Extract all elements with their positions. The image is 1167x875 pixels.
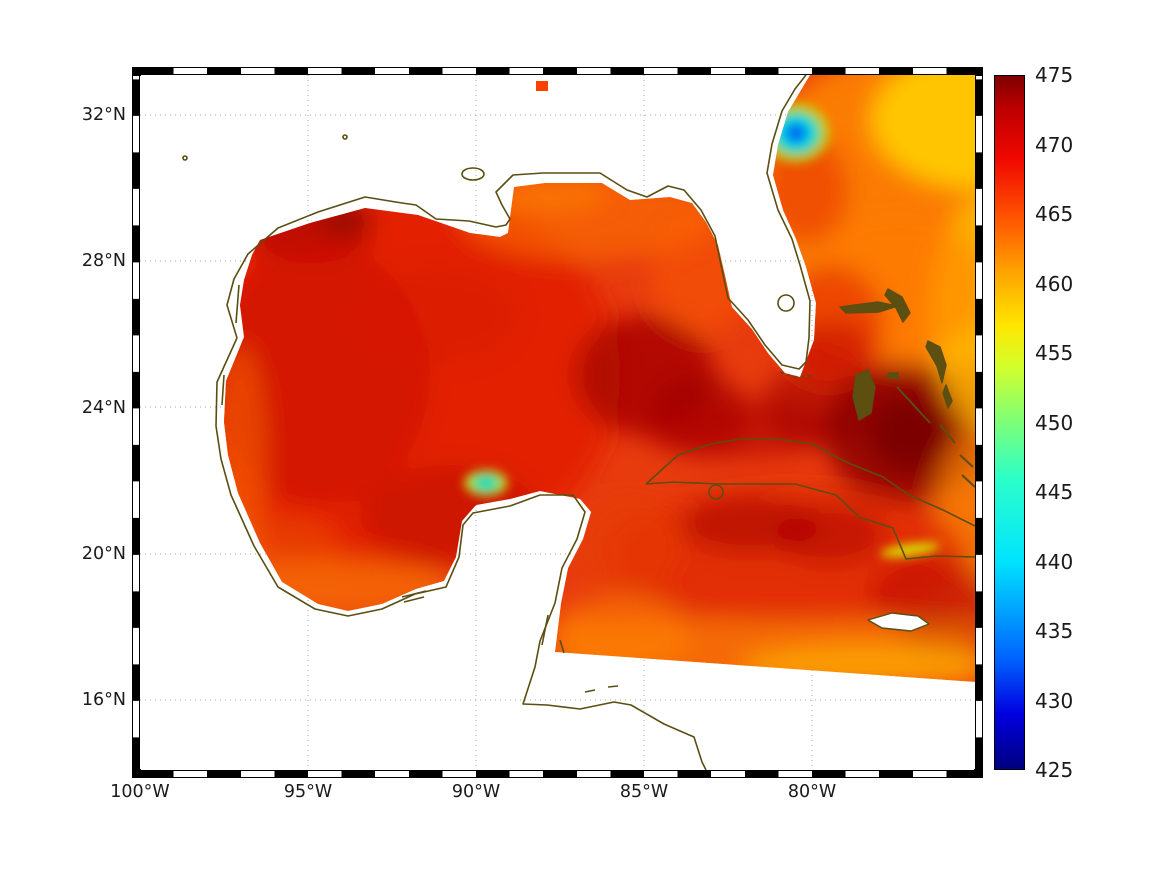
bahamas <box>839 288 953 421</box>
x-tick-85w: 85°W <box>619 782 669 802</box>
colorbar-tick-430: 430 <box>1035 688 1074 713</box>
mexico-coastline <box>215 337 707 770</box>
cuba-coastline <box>645 438 975 560</box>
map-frame-right <box>975 67 983 778</box>
inland-lake-2 <box>342 134 348 140</box>
colorbar-gradient <box>994 75 1025 770</box>
jamaica <box>867 612 930 632</box>
colorbar-tick-435: 435 <box>1035 619 1074 643</box>
colorbar-tick-470: 470 <box>1035 132 1074 157</box>
belize-cayes <box>541 614 619 693</box>
isla-juventud <box>708 484 724 500</box>
us-coastline <box>226 75 811 370</box>
x-tick-95w: 95°W <box>283 782 333 802</box>
x-tick-90w: 90°W <box>451 782 501 802</box>
frame-corner-ne <box>974 67 983 76</box>
heat-field <box>224 75 975 682</box>
colorbar-tick-475: 475 <box>1035 63 1074 87</box>
warm-pixel-artifact <box>536 81 548 91</box>
bahamas-chains <box>896 386 975 488</box>
islands <box>839 288 975 632</box>
y-tick-24n: 24°N <box>81 398 126 418</box>
x-tick-100w: 100°W <box>110 782 170 802</box>
laguna-terminos <box>401 590 427 603</box>
colorbar-tick-450: 450 <box>1035 410 1074 435</box>
colorbar-tick-460: 460 <box>1035 271 1074 296</box>
x-tick-80w: 80°W <box>787 782 837 802</box>
map-frame-top <box>132 67 983 75</box>
map-plot <box>140 75 975 770</box>
y-tick-28n: 28°N <box>81 251 126 271</box>
laguna-madre <box>221 284 240 406</box>
frame-corner-nw <box>132 67 141 76</box>
y-tick-32n: 32°N <box>81 105 126 125</box>
y-tick-16n: 16°N <box>81 690 126 710</box>
frame-corner-se <box>974 769 983 778</box>
colorbar-tick-440: 440 <box>1035 549 1074 574</box>
map-frame-bottom <box>132 770 983 778</box>
colorbar-tick-425: 425 <box>1035 758 1074 782</box>
map-frame-left <box>132 67 140 778</box>
coastlines <box>182 75 975 770</box>
colorbar-tick-445: 445 <box>1035 480 1074 504</box>
y-tick-20n: 20°N <box>81 544 126 564</box>
colorbar-tick-465: 465 <box>1035 202 1074 226</box>
florida-keys <box>779 371 813 378</box>
colorbar-tick-455: 455 <box>1035 341 1074 365</box>
frame-corner-sw <box>132 769 141 778</box>
inland-lake-1 <box>182 155 188 161</box>
lake-okeechobee <box>777 294 795 312</box>
lake-pontchartrain <box>461 167 485 181</box>
